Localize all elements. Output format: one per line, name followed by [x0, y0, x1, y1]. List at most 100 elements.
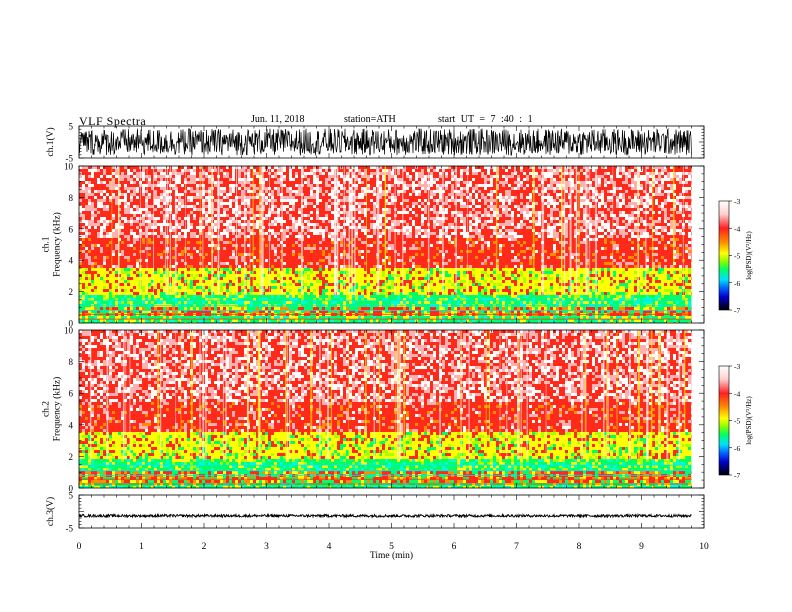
spectrogram-cell [187, 208, 190, 211]
spectrogram-cell [172, 205, 175, 208]
spectrogram-cell [460, 190, 463, 193]
spectrogram-cell [655, 187, 658, 190]
spectrogram-cell [331, 175, 334, 178]
spectrogram-cell [490, 196, 493, 199]
spectrogram-cell [127, 166, 130, 169]
spectrogram-cell [556, 217, 559, 220]
spectrogram-cell [397, 193, 400, 196]
spectrogram-cell [529, 223, 532, 226]
spectrogram-cell [511, 169, 514, 172]
spectrogram-cell [571, 214, 574, 217]
spectrogram-cell [556, 226, 559, 229]
spectrogram-cell [337, 235, 340, 238]
spectrogram-cell [346, 199, 349, 202]
spectrogram-cell [154, 214, 157, 217]
spectrogram-cell [142, 172, 145, 175]
spectrogram-cell [499, 166, 502, 169]
spectrogram-cell [619, 229, 622, 232]
spectrogram-cell [79, 181, 82, 184]
spectrogram-cell [388, 187, 391, 190]
spectrogram-cell [79, 178, 82, 181]
spectrogram-cell [448, 166, 451, 169]
spectrogram-cell [610, 202, 613, 205]
spectrogram-cell [421, 226, 424, 229]
spectrogram-cell [187, 235, 190, 238]
spectrogram-cell [265, 190, 268, 193]
spectrogram-cell [493, 184, 496, 187]
spectrogram-cell [601, 232, 604, 235]
spectrogram-cell [439, 202, 442, 205]
spectrogram-cell [526, 199, 529, 202]
spectrogram-cell [619, 193, 622, 196]
spectrogram-cell [616, 196, 619, 199]
spectrogram-cell [109, 208, 112, 211]
spectrogram-cell [475, 205, 478, 208]
spectrogram-cell [610, 193, 613, 196]
spectrogram-cell [346, 187, 349, 190]
spectrogram-cell [553, 169, 556, 172]
spectrogram-cell [592, 187, 595, 190]
spectrogram-cell [157, 238, 160, 241]
spectrogram-cell [106, 220, 109, 223]
spectrogram-cell [613, 232, 616, 235]
spectrogram-cell [238, 211, 241, 214]
spectrogram-cell [589, 226, 592, 229]
spectrogram-cell [82, 181, 85, 184]
spectrogram-cell [649, 220, 652, 223]
spectrogram-cell [187, 238, 190, 241]
spectrogram-cell [526, 211, 529, 214]
spectrogram-cell [418, 202, 421, 205]
spectrogram-cell [520, 217, 523, 220]
spectrogram-cell [409, 196, 412, 199]
spectrogram-cell [208, 235, 211, 238]
spectrogram-cell [628, 190, 631, 193]
spectrogram-cell [559, 226, 562, 229]
spectrogram-cell [223, 187, 226, 190]
spectrogram-cell [574, 226, 577, 229]
spectrogram-cell [535, 208, 538, 211]
spectrogram-cell [157, 220, 160, 223]
spectrogram-cell [361, 181, 364, 184]
spectrogram-cell [496, 202, 499, 205]
spectrogram-cell [232, 196, 235, 199]
spectrogram-cell [610, 190, 613, 193]
spectrogram-cell [520, 235, 523, 238]
spectrogram-cell [289, 190, 292, 193]
spectrogram-cell [691, 226, 692, 229]
spectrogram-cell [640, 205, 643, 208]
spectrogram-cell [328, 169, 331, 172]
spectrogram-cell [565, 169, 568, 172]
spectrogram-cell [502, 196, 505, 199]
spectrogram-cell [529, 181, 532, 184]
spectrogram-cell [655, 181, 658, 184]
spectrogram-cell [487, 202, 490, 205]
spectrogram-cell [496, 217, 499, 220]
spectrogram-cell [142, 187, 145, 190]
spectrogram-cell [661, 208, 664, 211]
spectrogram-cell [226, 178, 229, 181]
spectrogram-cell [241, 226, 244, 229]
spectrogram-cell [457, 205, 460, 208]
spectrogram-cell [379, 184, 382, 187]
spectrogram-cell [316, 220, 319, 223]
spectrogram-cell [382, 193, 385, 196]
spectrogram-cell [331, 232, 334, 235]
spectrogram-cell [526, 202, 529, 205]
spectrogram-cell [415, 181, 418, 184]
spectrogram-cell [214, 214, 217, 217]
spectrogram-cell [148, 220, 151, 223]
spectrogram-cell [352, 205, 355, 208]
spectrogram-cell [451, 202, 454, 205]
spectrogram-cell [208, 220, 211, 223]
spectrogram-cell [496, 193, 499, 196]
spectrogram-cell [250, 196, 253, 199]
spectrogram-cell [676, 193, 679, 196]
spectrogram-cell [355, 205, 358, 208]
spectrogram-cell [526, 172, 529, 175]
spectrogram-cell [604, 211, 607, 214]
spectrogram-cell [517, 223, 520, 226]
spectrogram-cell [469, 223, 472, 226]
spectrogram-cell [103, 178, 106, 181]
spectrogram-cell [451, 235, 454, 238]
spectrogram-cell [490, 190, 493, 193]
